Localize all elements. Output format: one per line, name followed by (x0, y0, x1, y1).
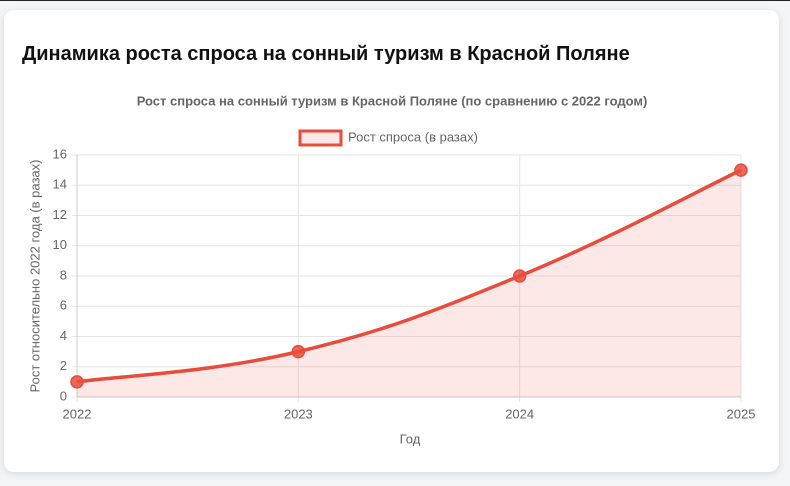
y-tick-label: 8 (60, 267, 67, 282)
chart-title: Рост спроса на сонный туризм в Красной П… (137, 93, 648, 108)
legend-swatch (298, 129, 343, 147)
legend-label: Рост спроса (в разах) (348, 129, 478, 144)
x-tick-label: 2025 (727, 406, 756, 421)
x-axis-title: Год (400, 431, 421, 446)
y-tick-label: 4 (60, 328, 67, 343)
point (291, 344, 306, 359)
card: Динамика роста спроса на сонный туризм в… (4, 10, 779, 472)
x-tick-label: 2023 (284, 406, 313, 421)
y-tick-label: 2 (60, 358, 67, 373)
top-border (0, 0, 790, 1)
y-tick-label: 16 (53, 146, 67, 161)
y-tick-label: 12 (53, 207, 67, 222)
area-fill (77, 170, 741, 397)
y-tick-label: 10 (53, 237, 67, 252)
point (512, 269, 527, 283)
y-tick-label: 0 (60, 388, 67, 403)
y-tick-label: 6 (60, 298, 67, 313)
y-tick-label: 14 (53, 177, 67, 192)
x-tick-label: 2022 (63, 406, 92, 421)
point (70, 375, 84, 389)
line (76, 168, 742, 384)
point (734, 163, 748, 177)
page-title: Динамика роста спроса на сонный туризм в… (22, 43, 630, 65)
x-tick-label: 2024 (505, 406, 534, 421)
y-axis-title: Рост относительно 2022 года (в разах) (27, 160, 42, 393)
